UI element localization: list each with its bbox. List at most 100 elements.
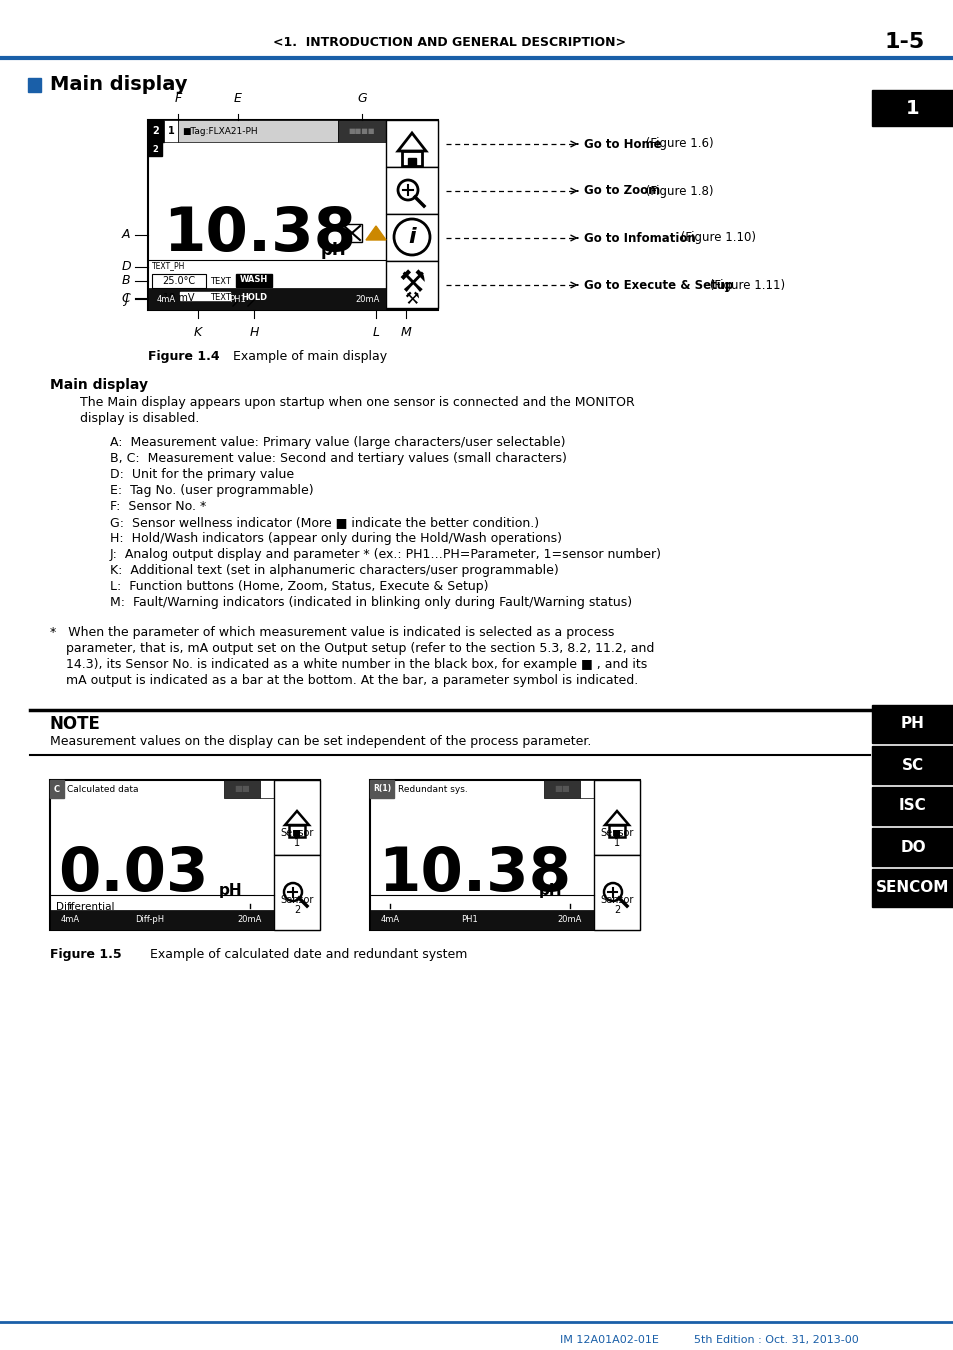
- Text: IM 12A01A02-01E: IM 12A01A02-01E: [559, 1335, 659, 1345]
- Text: Example of calculated date and redundant system: Example of calculated date and redundant…: [150, 948, 467, 961]
- Text: Main display: Main display: [50, 76, 188, 95]
- Text: pH: pH: [320, 242, 346, 259]
- Text: J:  Analog output display and parameter * (ex.: PH1…PH=Parameter, 1=sensor numbe: J: Analog output display and parameter *…: [110, 548, 661, 562]
- Bar: [370, 780, 639, 930]
- Text: Figure 1.4: Figure 1.4: [148, 350, 219, 363]
- Text: E:  Tag No. (user programmable): E: Tag No. (user programmable): [110, 485, 314, 497]
- Text: ■Tag:FLXA21-PH: ■Tag:FLXA21-PH: [182, 127, 257, 135]
- Text: A:  Measurement value: Primary value (large characters/user selectable): A: Measurement value: Primary value (lar…: [110, 436, 565, 450]
- Bar: [871, 787, 953, 825]
- Bar: [148, 120, 437, 310]
- Bar: [289, 825, 305, 837]
- Text: PH: PH: [901, 717, 924, 732]
- Text: 10.38: 10.38: [377, 845, 571, 905]
- Text: 1: 1: [905, 99, 919, 117]
- Text: D:  Unit for the primary value: D: Unit for the primary value: [110, 468, 294, 481]
- Text: 20mA: 20mA: [355, 294, 380, 304]
- Text: ISC: ISC: [898, 798, 926, 814]
- Bar: [148, 120, 164, 142]
- Text: A: A: [122, 228, 131, 242]
- Bar: [164, 120, 178, 142]
- Text: H: H: [249, 325, 258, 339]
- Text: i: i: [408, 227, 416, 247]
- Text: R(1): R(1): [373, 784, 391, 794]
- Text: Sensor: Sensor: [599, 828, 633, 838]
- Bar: [579, 780, 594, 798]
- Text: *   When the parameter of which measurement value is indicated is selected as a : * When the parameter of which measuremen…: [50, 626, 614, 639]
- Text: 0.03: 0.03: [58, 845, 209, 905]
- Text: Go to Zoom: Go to Zoom: [583, 185, 659, 197]
- Text: 20mA: 20mA: [558, 915, 581, 925]
- Bar: [386, 120, 437, 167]
- Bar: [235, 274, 272, 288]
- Text: Sensor: Sensor: [599, 895, 633, 905]
- Text: 2: 2: [613, 904, 619, 915]
- Bar: [386, 167, 437, 215]
- Bar: [543, 780, 579, 798]
- Text: G: G: [356, 92, 366, 104]
- Text: K: K: [193, 325, 202, 339]
- Bar: [224, 780, 260, 798]
- Bar: [341, 224, 361, 242]
- Bar: [148, 142, 162, 157]
- Text: (Figure 1.10): (Figure 1.10): [676, 231, 755, 244]
- Text: F: F: [174, 92, 181, 104]
- Text: 20mA: 20mA: [237, 915, 262, 925]
- Text: B: B: [122, 274, 131, 288]
- Text: L:  Function buttons (Home, Zoom, Status, Execute & Setup): L: Function buttons (Home, Zoom, Status,…: [110, 580, 488, 593]
- Bar: [871, 747, 953, 784]
- Text: Figure 1.5: Figure 1.5: [50, 948, 121, 961]
- Text: pH: pH: [219, 883, 242, 898]
- Bar: [608, 825, 624, 837]
- Text: B, C:  Measurement value: Second and tertiary values (small characters): B, C: Measurement value: Second and tert…: [110, 452, 566, 464]
- Bar: [148, 288, 386, 311]
- Text: 1-5: 1-5: [884, 32, 924, 53]
- Text: 4mA: 4mA: [156, 294, 175, 304]
- Text: TEXT: TEXT: [210, 277, 231, 285]
- Text: display is disabled.: display is disabled.: [80, 412, 199, 425]
- Text: Go to Execute & Setup: Go to Execute & Setup: [583, 278, 733, 292]
- Text: PH1: PH1: [461, 915, 477, 925]
- Text: NOTE: NOTE: [50, 716, 101, 733]
- Text: SC: SC: [901, 757, 923, 772]
- Text: (Figure 1.6): (Figure 1.6): [641, 138, 713, 150]
- Text: 19 mV: 19 mV: [163, 293, 194, 302]
- Bar: [337, 120, 386, 142]
- Text: 14.3), its Sensor No. is indicated as a white number in the black box, for examp: 14.3), its Sensor No. is indicated as a …: [50, 657, 646, 671]
- Text: 2: 2: [294, 904, 300, 915]
- Bar: [152, 274, 206, 288]
- Text: ⚒: ⚒: [398, 270, 425, 298]
- Bar: [386, 261, 437, 308]
- Bar: [50, 780, 319, 930]
- Text: WASH: WASH: [239, 275, 268, 285]
- Text: Redundant sys.: Redundant sys.: [397, 784, 467, 794]
- Text: DO: DO: [900, 840, 924, 855]
- Bar: [614, 830, 619, 837]
- Text: D: D: [121, 261, 131, 274]
- Bar: [871, 828, 953, 865]
- Text: C: C: [121, 292, 131, 305]
- Text: Calculated data: Calculated data: [67, 784, 138, 794]
- Bar: [294, 830, 299, 837]
- Text: K:  Additional text (set in alphanumeric characters/user programmable): K: Additional text (set in alphanumeric …: [110, 564, 558, 576]
- Bar: [401, 151, 421, 166]
- Text: M:  Fault/Warning indicators (indicated in blinking only during Fault/Warning st: M: Fault/Warning indicators (indicated i…: [110, 595, 632, 609]
- Text: Diff-pH: Diff-pH: [135, 915, 164, 925]
- Bar: [152, 292, 206, 305]
- Polygon shape: [366, 225, 386, 240]
- Text: Differential: Differential: [56, 902, 114, 913]
- Text: ■■■■: ■■■■: [349, 128, 375, 134]
- Text: 25.0°C: 25.0°C: [162, 275, 195, 286]
- Text: C: C: [54, 784, 60, 794]
- Text: Sensor: Sensor: [280, 828, 314, 838]
- Bar: [871, 869, 953, 907]
- Text: The Main display appears upon startup when one sensor is connected and the MONIT: The Main display appears upon startup wh…: [80, 396, 634, 409]
- Bar: [370, 910, 594, 930]
- Text: F:  Sensor No. *: F: Sensor No. *: [110, 500, 206, 513]
- Text: 1: 1: [614, 838, 619, 848]
- Text: Go to Infomation: Go to Infomation: [583, 231, 695, 244]
- Text: ■■: ■■: [554, 784, 569, 794]
- Bar: [50, 910, 274, 930]
- Bar: [871, 705, 953, 743]
- Text: pH: pH: [538, 883, 562, 898]
